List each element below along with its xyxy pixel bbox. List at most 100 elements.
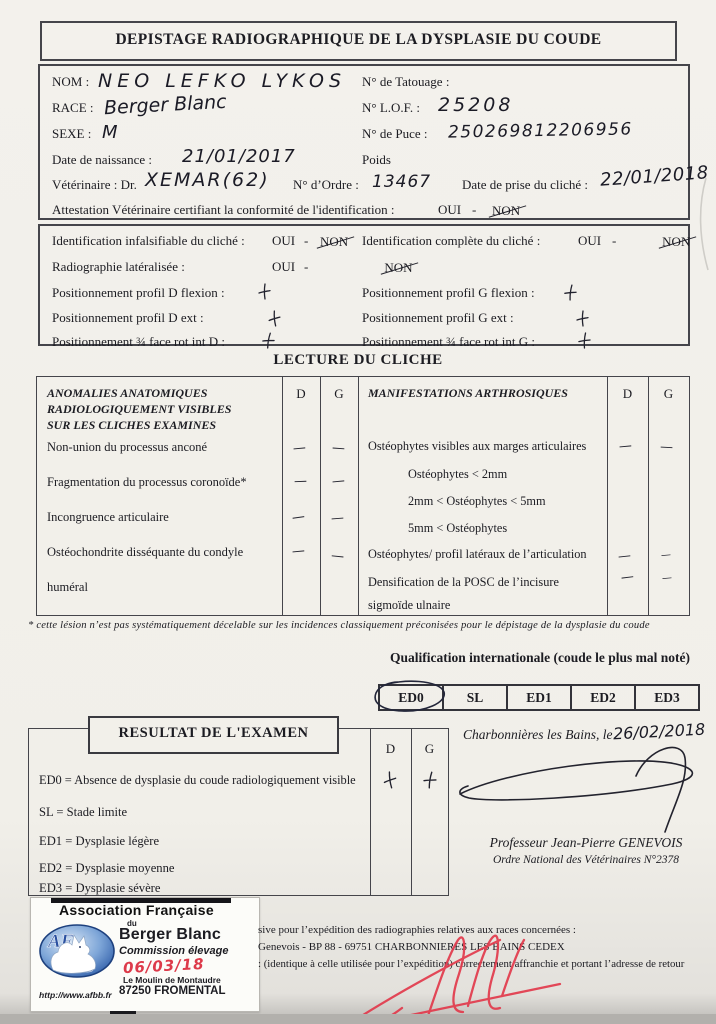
ed0-circle-annotation (374, 680, 445, 712)
assoc-name: Association Française (59, 902, 214, 918)
race-label: RACE : (52, 100, 94, 115)
scan-artifact (699, 177, 709, 271)
afbb-logo: AF BB (39, 924, 115, 978)
anomalies-header: ANOMALIES ANATOMIQUES RADIOLOGIQUEMENT V… (47, 386, 232, 432)
tatouage-label: N° de Tatouage : (362, 74, 450, 89)
resultat-title: RESULTAT DE L'EXAMEN (118, 725, 309, 741)
resultat-line-sl: SL = Stade limite (39, 805, 128, 819)
controles-box: Identification infalsifiable du cliché :… (38, 224, 691, 349)
scan-cut-bar (110, 1011, 136, 1014)
dash-mark: — (659, 439, 674, 456)
dog-icon (50, 934, 96, 974)
anomaly-row: Fragmentation du processus coronoïde* (47, 475, 247, 489)
afbb-card: Association Française du Berger Blanc Co… (30, 897, 260, 1012)
dash-mark: — (661, 572, 673, 585)
tick-mark-icon (423, 771, 437, 789)
puce-label: N° de Puce : (362, 126, 428, 141)
tick-mark-icon (262, 332, 275, 349)
complete-label: Identification complète du cliché : (362, 233, 541, 248)
arthrosiques-col-d: D (622, 386, 633, 401)
lof-label: N° L.O.F. : (362, 100, 420, 115)
tick-mark-icon (268, 310, 281, 327)
dog-eye (79, 946, 81, 948)
lecture-table: ANOMALIES ANATOMIQUES RADIOLOGIQUEMENT V… (36, 376, 690, 616)
table-divider (320, 377, 321, 615)
title-box: DEPISTAGE RADIOGRAPHIQUE DE LA DYSPLASIE… (40, 21, 677, 61)
tick-mark-icon (578, 332, 591, 349)
arthrose-row: Ostéophytes < 2mm (408, 467, 508, 481)
signature-place: Charbonnières les Bains, le (463, 727, 613, 742)
lecture-heading: LECTURE DU CLICHE (273, 352, 443, 368)
nom-label: NOM : (52, 74, 90, 89)
pos-g-flexion-label: Positionnement profil G flexion : (362, 285, 535, 300)
dash-mark: — (291, 543, 306, 560)
complete-non-struck: NON (662, 234, 691, 249)
tick-mark-icon (564, 284, 577, 301)
dash-mark: — (293, 473, 308, 490)
poids-label: Poids (362, 152, 391, 167)
pos-d-ext-label: Positionnement profil D ext : (52, 310, 204, 325)
table-divider (282, 377, 283, 615)
tick-mark-icon (383, 771, 397, 789)
dash-mark: — (618, 438, 633, 455)
pos-d-rotint-label: Positionnement ¾ face rot int D : (52, 334, 225, 349)
anomaly-row: Ostéochondrite disséquante du condyle (47, 545, 244, 559)
anomaly-row: Non-union du processus anconé (47, 440, 208, 454)
lateralisee-sep: - (304, 259, 309, 274)
ordre-label: N° d’Ordre : (293, 177, 359, 192)
arthrose-row: 2mm < Ostéophytes < 5mm (408, 494, 546, 508)
attestation-oui: OUI (438, 202, 462, 217)
sexe-label: SEXE : (52, 126, 92, 141)
attestation-sep: - (472, 202, 477, 217)
red-signature-scrawl (350, 934, 562, 1024)
infalsifiable-sep: - (304, 233, 309, 248)
dash-mark: — (331, 473, 346, 490)
qualification-label: Qualification internationale (coude le p… (390, 650, 690, 665)
assoc-du: du (127, 919, 137, 928)
arthrose-row-cont: sigmoïde ulnaire (368, 598, 451, 612)
page-title: DEPISTAGE RADIOGRAPHIQUE DE LA DYSPLASIE… (115, 31, 602, 48)
dash-mark: — (292, 440, 307, 457)
qualification-option-ed2: ED2 (572, 684, 636, 711)
table-divider (607, 377, 608, 615)
arthrose-row: Ostéophytes visibles aux marges articula… (368, 439, 587, 453)
sexe-value: M (102, 122, 118, 143)
nom-value: NEO LEFKO LYKOS (98, 70, 347, 92)
arthrose-row: Densification de la POSC de l’incisure (368, 575, 559, 589)
veterinaire-label: Vétérinaire : Dr. (52, 177, 137, 192)
veterinaire-value: XEMAR(62) (145, 169, 270, 191)
dash-mark: — (620, 569, 635, 586)
assoc-commission: Commission élevage (119, 945, 229, 957)
assoc-moulin: Le Moulin de Montaudre (123, 975, 221, 985)
attestation-non-struck: NON (492, 203, 521, 218)
arthrose-row: Ostéophytes/ profil latéraux de l’articu… (368, 547, 587, 561)
footer-line: sive pour l’expédition des radiographies… (258, 924, 576, 936)
qualification-option-ed3: ED3 (636, 684, 700, 711)
anomaly-row: Incongruence articulaire (47, 510, 169, 524)
puce-value: 250269812206956 (447, 119, 633, 143)
cliche-value: 22/01/2018 (599, 162, 710, 191)
infalsifiable-label: Identification infalsifiable du cliché : (52, 233, 245, 248)
resultat-line-ed0: ED0 = Absence de dysplasie du coude radi… (39, 773, 356, 787)
footnote: * cette lésion n’est pas systématiquemen… (28, 620, 650, 631)
pos-g-ext-label: Positionnement profil G ext : (362, 310, 514, 325)
dash-mark: — (330, 510, 345, 527)
table-divider (358, 377, 359, 615)
dash-mark: — (331, 440, 346, 457)
lateralisee-label: Radiographie latéralisée : (52, 259, 185, 274)
pos-d-flexion-label: Positionnement profil D flexion : (52, 285, 225, 300)
stamp-date-red: 06/03/18 (122, 954, 206, 978)
signatory-name: Professeur Jean-Pierre GENEVOIS (489, 835, 683, 850)
resultat-title-box: RESULTAT DE L'EXAMEN (88, 716, 339, 754)
assoc-url: http://www.afbb.fr (39, 990, 112, 1000)
scan-cut-bar (51, 898, 231, 903)
infalsifiable-oui: OUI (272, 233, 296, 248)
qualification-option-ed1: ED1 (508, 684, 572, 711)
resultat-line-ed1: ED1 = Dysplasie légère (39, 834, 160, 848)
naissance-label: Date de naissance : (52, 152, 152, 167)
qualification-option-sl: SL (444, 684, 508, 711)
table-divider (648, 377, 649, 615)
assoc-berger-blanc: Berger Blanc (119, 926, 221, 943)
table-divider (411, 729, 412, 895)
